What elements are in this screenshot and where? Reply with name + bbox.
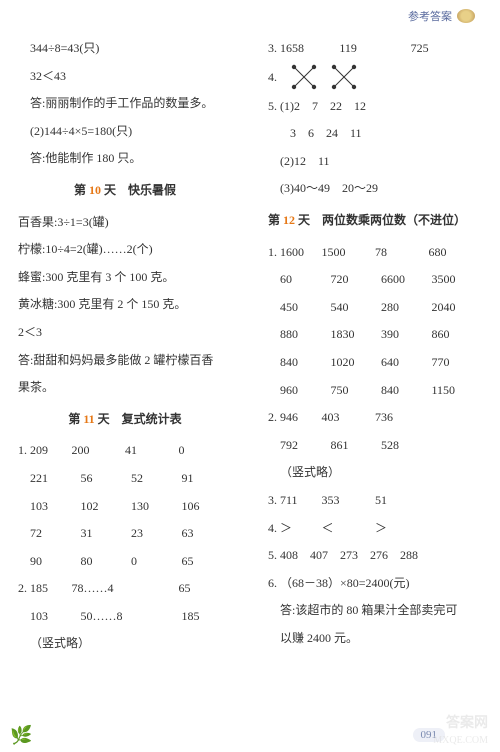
table-row: 8401020640770: [268, 349, 482, 377]
content: 344÷8=43(只) 32＜43 答:丽丽制作的手工作品的数量多。 (2)14…: [0, 35, 500, 658]
text-line: （竖式略）: [18, 630, 232, 658]
header-icon: [457, 9, 475, 23]
day-10-title: 第 10 天 快乐暑假: [18, 177, 232, 205]
text-line: 344÷8=43(只): [18, 35, 232, 63]
text-line: 黄冰糖:300 克里有 2 个 150 克。: [18, 291, 232, 319]
text-line: 答:该超市的 80 箱果汁全部卖完可: [268, 597, 482, 625]
text-line: 32＜43: [18, 63, 232, 91]
item-4: 4.: [268, 63, 482, 93]
matching-diagram: [286, 63, 366, 93]
table-row: 1. 1600150078680: [268, 239, 482, 267]
header: 参考答案: [408, 8, 475, 24]
table-row: 103102130106: [18, 493, 232, 521]
left-column: 344÷8=43(只) 32＜43 答:丽丽制作的手工作品的数量多。 (2)14…: [0, 35, 250, 658]
text-line: 百香果:3÷1=3(罐): [18, 209, 232, 237]
decorative-icon: 🌿: [10, 725, 32, 746]
table-row: 9080065: [18, 548, 232, 576]
text-line: (3)40～49 20～29: [268, 175, 482, 203]
text-line: 答:他能制作 180 只。: [18, 145, 232, 173]
day-12-title: 第 12 天 两位数乘两位数（不进位）: [268, 207, 482, 235]
text-line: 5. 408 407 273 276 288: [268, 542, 482, 570]
table-row: 1. 209200410: [18, 437, 232, 465]
table-row: 221565291: [18, 465, 232, 493]
text-line: 6. （68－38）×80=2400(元): [268, 570, 482, 598]
table-row: 3. 71135351: [268, 487, 482, 515]
day-11-title: 第 11 天 复式统计表: [18, 406, 232, 434]
table-row: 9607508401150: [268, 377, 482, 405]
table-row: 4. ＞＜＞: [268, 515, 482, 543]
text-line: 果茶。: [18, 374, 232, 402]
text-line: 蜂蜜:300 克里有 3 个 100 克。: [18, 264, 232, 292]
header-title: 参考答案: [408, 8, 452, 24]
table-row: 72312363: [18, 520, 232, 548]
text-line: 柠檬:10÷4=2(罐)……2(个): [18, 236, 232, 264]
table-row: 2. 18578……465: [18, 575, 232, 603]
watermark-url: MXQE.COM: [433, 735, 488, 746]
table-row: 10350……8185: [18, 603, 232, 631]
table-row: 4505402802040: [268, 294, 482, 322]
table-row: 2. 946403736: [268, 404, 482, 432]
watermark: 答案网: [446, 712, 488, 732]
text-line: （竖式略）: [268, 459, 482, 487]
text-line: 以赚 2400 元。: [268, 625, 482, 653]
right-column: 3. 1658119725 4. 5. (1)2 7 22 12 3 6 24 …: [250, 35, 500, 658]
table-row: 3. 1658119725: [268, 35, 482, 63]
text-line: 3 6 24 11: [268, 120, 482, 148]
table-row: 792861528: [268, 432, 482, 460]
text-line: 2＜3: [18, 319, 232, 347]
table-row: 8801830390860: [268, 321, 482, 349]
text-line: 答:甜甜和妈妈最多能做 2 罐柠檬百香: [18, 347, 232, 375]
text-line: (2)12 11: [268, 148, 482, 176]
text-line: (2)144÷4×5=180(只): [18, 118, 232, 146]
text-line: 5. (1)2 7 22 12: [268, 93, 482, 121]
table-row: 6072066003500: [268, 266, 482, 294]
text-line: 答:丽丽制作的手工作品的数量多。: [18, 90, 232, 118]
